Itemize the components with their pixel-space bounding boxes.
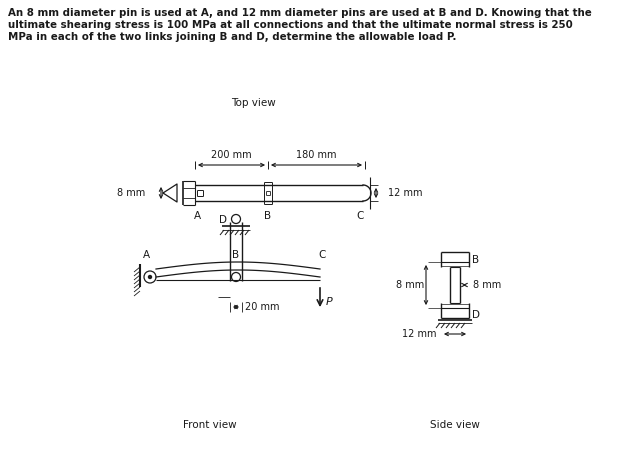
Text: Side view: Side view [430, 420, 480, 430]
Text: A: A [194, 211, 201, 221]
Text: An 8 mm diameter pin is used at A, and 12 mm diameter pins are used at B and D. : An 8 mm diameter pin is used at A, and 1… [8, 8, 592, 18]
Text: Top view: Top view [230, 98, 275, 108]
Text: B: B [232, 250, 239, 260]
Text: D: D [219, 215, 227, 225]
Text: 200 mm: 200 mm [211, 150, 252, 160]
Text: Front view: Front view [183, 420, 237, 430]
Text: B: B [472, 255, 479, 265]
Text: 8 mm: 8 mm [116, 188, 145, 198]
Text: C: C [318, 250, 326, 260]
Text: 20 mm: 20 mm [245, 302, 280, 312]
Text: 180 mm: 180 mm [296, 150, 337, 160]
Text: ultimate shearing stress is 100 MPa at all connections and that the ultimate nor: ultimate shearing stress is 100 MPa at a… [8, 20, 573, 30]
Text: 12 mm: 12 mm [403, 329, 437, 339]
Text: 8 mm: 8 mm [473, 280, 501, 290]
Text: C: C [356, 211, 364, 221]
Text: A: A [143, 250, 150, 260]
Text: 12 mm: 12 mm [388, 188, 422, 198]
Text: B: B [265, 211, 272, 221]
Text: D: D [472, 310, 480, 320]
Text: 8 mm: 8 mm [396, 280, 424, 290]
Text: MPa in each of the two links joining B and D, determine the allowable load P.: MPa in each of the two links joining B a… [8, 32, 456, 42]
Circle shape [149, 275, 151, 279]
Text: P: P [326, 297, 333, 307]
